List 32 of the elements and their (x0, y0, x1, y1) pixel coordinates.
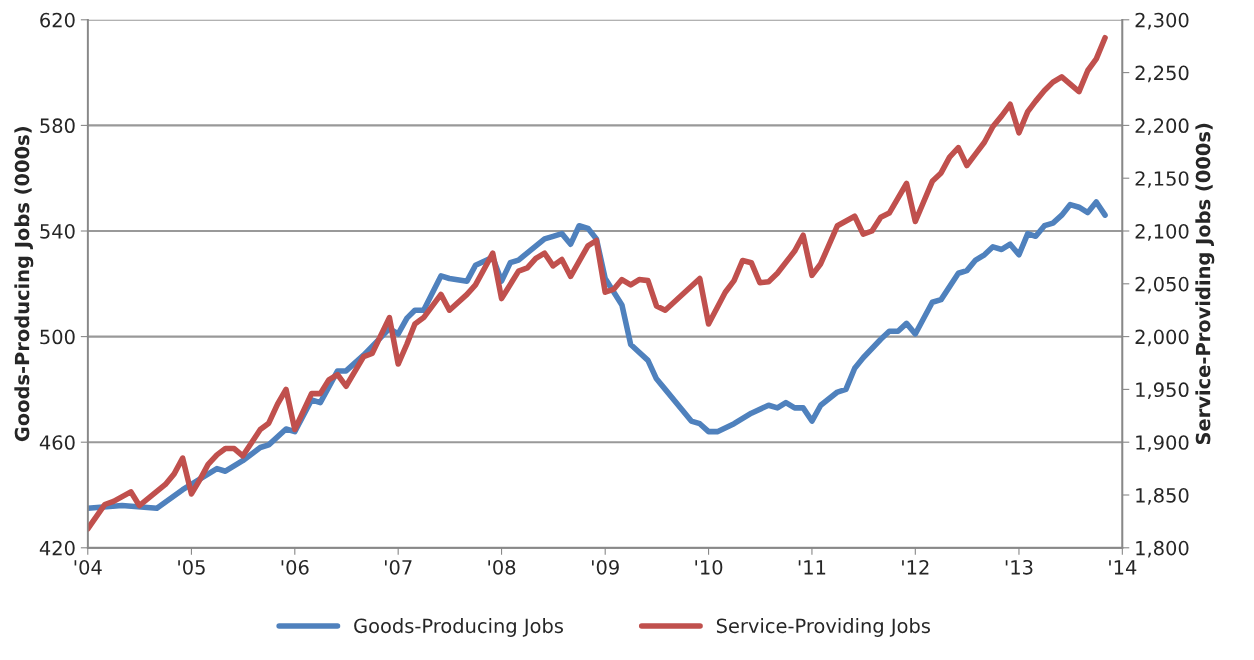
x-tick-label: '08 (488, 559, 516, 575)
x-tick-label: '14 (1109, 560, 1137, 575)
y2-tick-label: 2,250 (1135, 65, 1189, 83)
y2-tick-label: 1,800 (1136, 540, 1189, 558)
legend-label: Goods-Producing Jobs (354, 618, 563, 637)
legend-label: Service-Providing Jobs (716, 618, 930, 637)
x-tick-label: '04 (74, 559, 102, 575)
y2-tick-label: 2,100 (1135, 223, 1189, 241)
y2-tick-label: 2,000 (1135, 329, 1189, 347)
x-tick-label: '12 (902, 559, 929, 575)
x-tick-label: '05 (178, 559, 205, 575)
y-axis-title: Goods-Producing Jobs (000s) (14, 127, 34, 442)
y-tick-label: 620 (40, 12, 75, 28)
x-tick-label: '11 (798, 560, 826, 575)
y-tick-label: 460 (39, 435, 75, 450)
x-tick-label: '10 (695, 559, 723, 575)
y2-tick-label: 2,300 (1135, 12, 1189, 30)
y2-tick-label: 1,900 (1136, 435, 1189, 452)
y2-tick-label: 1,950 (1136, 382, 1189, 400)
y-tick-label: 540 (40, 223, 75, 239)
x-tick-label: '07 (385, 559, 412, 575)
x-tick-label: '09 (592, 559, 619, 575)
y2-axis-title: Service-Providing Jobs (000s) (1195, 123, 1215, 445)
y2-tick-label: 2,200 (1135, 118, 1189, 136)
x-tick-label: '06 (281, 559, 309, 575)
y-tick-label: 500 (40, 329, 75, 345)
y2-tick-label: 2,150 (1135, 171, 1189, 188)
x-tick-label: '13 (1005, 559, 1033, 575)
y-tick-label: 420 (39, 540, 75, 556)
y-tick-label: 580 (40, 118, 75, 134)
y2-tick-label: 2,050 (1135, 276, 1189, 294)
y2-tick-label: 1,850 (1136, 487, 1189, 505)
